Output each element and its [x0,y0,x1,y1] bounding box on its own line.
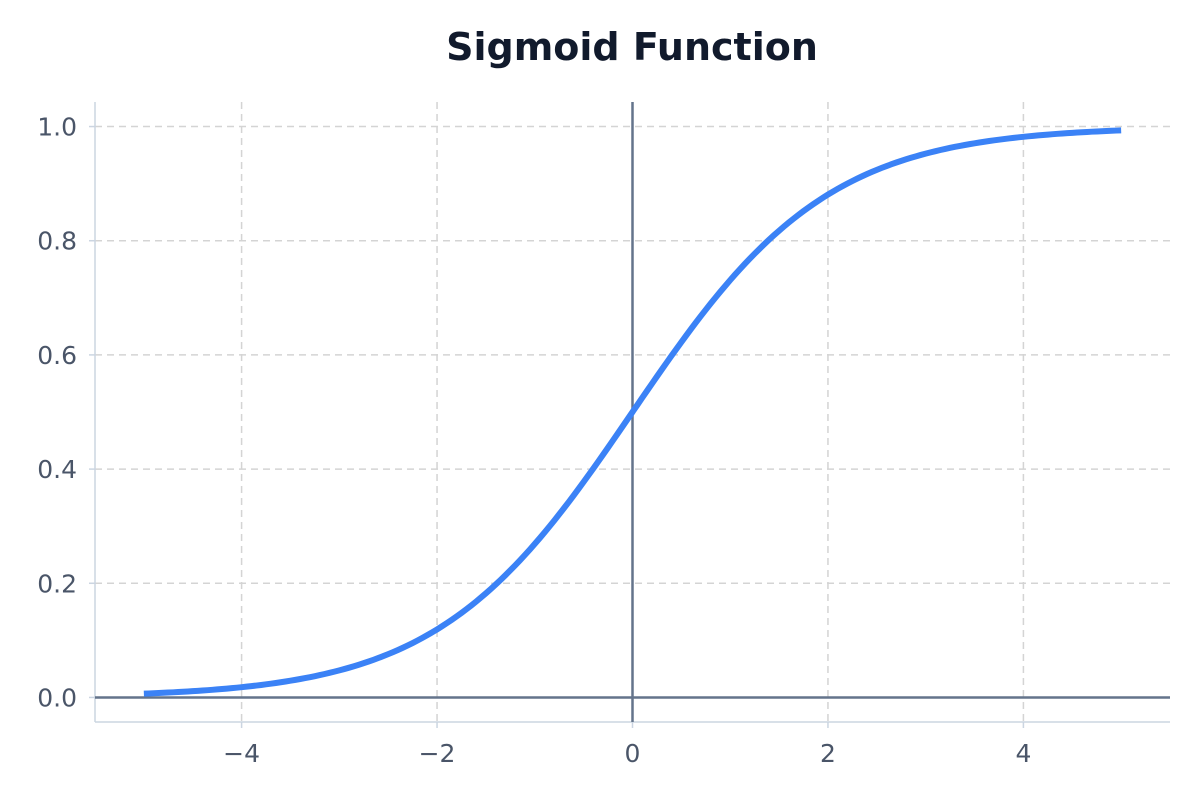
chart-title: Sigmoid Function [446,25,818,69]
y-tick-label: 0.8 [37,227,77,256]
y-tick-label: 0.0 [37,683,77,712]
y-tick-label: 0.2 [37,569,77,598]
sigmoid-curve [143,127,1122,697]
y-tick-label: 1.0 [37,113,77,142]
y-tick-label: 0.4 [37,455,77,484]
series-layer [143,127,1122,697]
x-tick-label: −2 [419,739,456,768]
x-tick-label: 2 [820,739,836,768]
x-tick-label: −4 [223,739,260,768]
x-tick-label: 0 [625,739,641,768]
x-tick-label: 4 [1015,739,1031,768]
y-tick-label: 0.6 [37,341,77,370]
tick-labels: −4 −2 0 2 4 0.0 0.2 0.4 0.6 0.8 1.0 [37,113,1031,768]
